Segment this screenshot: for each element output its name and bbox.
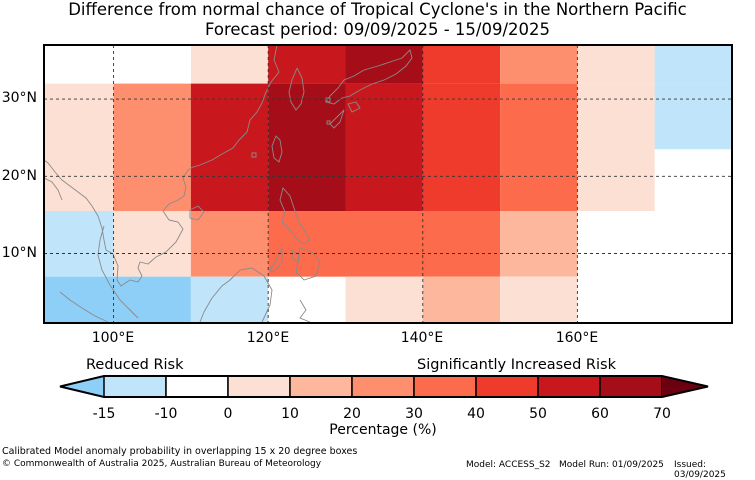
colorbar-segment: [475, 375, 539, 398]
colorbar-segment: [537, 375, 601, 398]
footer-description: Calibrated Model anomaly probability in …: [2, 446, 358, 457]
coastline: [43, 44, 413, 323]
colorbar-tick: 50: [529, 406, 547, 422]
risk-box: [577, 45, 655, 84]
colorbar-segment: [165, 375, 229, 398]
colorbar-extend-low: [60, 376, 104, 397]
risk-box: [268, 83, 346, 212]
y-tick-label: 20°N: [1, 168, 37, 184]
risk-box: [500, 83, 578, 212]
colorbar-tick: -15: [92, 406, 116, 422]
risk-box: [422, 83, 501, 212]
colorbar-segment: [599, 375, 663, 398]
colorbar-label: Percentage (%): [329, 422, 437, 438]
colorbar-tick: -10: [154, 406, 178, 422]
risk-box: [113, 83, 191, 212]
risk-box: [654, 83, 732, 150]
x-tick-label: 140°E: [400, 330, 444, 346]
colorbar-tick: 40: [467, 406, 485, 422]
forecast-period: Forecast period: 09/09/2025 - 15/09/2025: [204, 20, 551, 39]
risk-box: [44, 211, 114, 277]
risk-box: [190, 276, 269, 323]
y-tick-label: 10°N: [1, 245, 37, 261]
risk-box: [44, 276, 191, 323]
risk-box: [500, 211, 578, 277]
footer-copyright: © Commonwealth of Australia 2025, Austra…: [2, 459, 322, 469]
risk-box: [422, 276, 501, 323]
y-tick-label: 30°N: [1, 90, 37, 106]
x-tick-label: 120°E: [246, 330, 290, 346]
colorbar-tick: 70: [653, 406, 671, 422]
footer-model: Model: ACCESS_S2: [466, 460, 551, 470]
graticule: [44, 45, 732, 323]
risk-box: [190, 45, 269, 84]
map-frame: [43, 44, 733, 324]
increased-risk-label: Significantly Increased Risk: [417, 357, 616, 373]
risk-box: [345, 276, 423, 323]
risk-box: [268, 45, 346, 84]
colorbar-segment: [351, 375, 415, 398]
footer-model-run: Model Run: 01/09/2025: [559, 460, 664, 470]
colorbar-segment: [227, 375, 291, 398]
risk-box: [577, 83, 655, 212]
risk-box: [422, 45, 501, 84]
risk-box: [190, 83, 269, 212]
risk-box: [268, 211, 501, 277]
reduced-risk-label: Reduced Risk: [86, 357, 184, 373]
x-tick-label: 160°E: [555, 330, 599, 346]
colorbar-tick: 60: [591, 406, 609, 422]
risk-box: [654, 45, 732, 84]
colorbar-segment: [289, 375, 353, 398]
risk-box: [113, 211, 191, 277]
risk-box: [345, 83, 423, 212]
risk-box: [44, 83, 114, 212]
colorbar-tick: 20: [343, 406, 361, 422]
risk-map: [43, 44, 733, 398]
risk-box: [500, 276, 578, 323]
colorbar-segment: [413, 375, 477, 398]
risk-box: [190, 211, 269, 277]
colorbar-segment: [103, 375, 167, 398]
footer-issued: Issued: 03/09/2025: [674, 460, 726, 480]
colorbar-extend-high: [662, 376, 708, 397]
colorbar-tick: 30: [405, 406, 423, 422]
x-tick-label: 100°E: [91, 330, 135, 346]
chart-title: Difference from normal chance of Tropica…: [68, 0, 687, 19]
colorbar-tick: 0: [223, 406, 233, 422]
colorbar: [59, 375, 709, 398]
colorbar-tick: 10: [281, 406, 299, 422]
risk-boxes: [44, 45, 732, 323]
risk-box: [500, 45, 578, 84]
colorbar-outline: [59, 375, 709, 398]
